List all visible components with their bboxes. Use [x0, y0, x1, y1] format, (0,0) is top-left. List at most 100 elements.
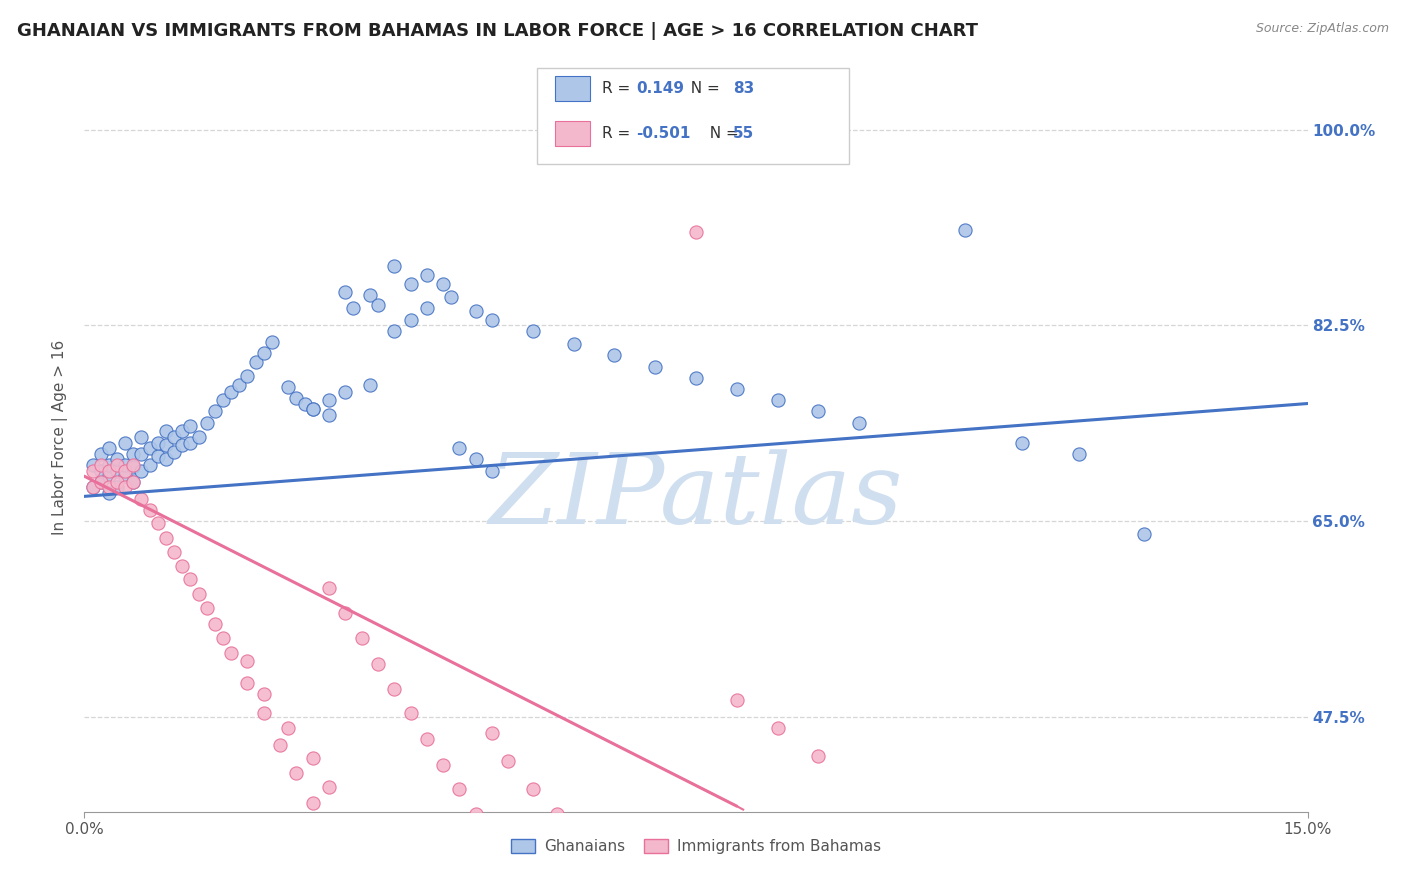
Point [253, 706, 276, 721]
Point [97, 458, 120, 472]
Point [562, 832, 585, 847]
Point [464, 807, 486, 822]
Point [122, 447, 145, 461]
Point [449, 442, 471, 456]
Point [146, 516, 169, 531]
Point [114, 480, 136, 494]
Point [90, 458, 112, 472]
Point [685, 226, 707, 240]
Point [416, 268, 439, 282]
Point [195, 416, 218, 430]
Point [155, 438, 177, 452]
Point [399, 312, 422, 326]
Point [848, 416, 870, 430]
Point [122, 458, 145, 472]
Point [212, 632, 235, 646]
Point [269, 738, 291, 752]
Point [766, 393, 789, 408]
Point [131, 464, 153, 478]
Point [1069, 447, 1091, 461]
Point [122, 460, 145, 475]
Point [382, 681, 405, 696]
Point [187, 430, 209, 444]
Point [146, 435, 169, 450]
Point [342, 301, 364, 316]
Point [318, 393, 340, 408]
Point [219, 385, 242, 400]
FancyBboxPatch shape [555, 121, 589, 146]
Point [97, 442, 120, 456]
Point [114, 469, 136, 483]
Point [82, 458, 104, 472]
Point [155, 452, 177, 467]
Point [97, 480, 120, 494]
Point [179, 572, 201, 586]
Y-axis label: In Labor Force | Age > 16: In Labor Force | Age > 16 [52, 340, 69, 534]
Point [766, 721, 789, 735]
Point [953, 223, 976, 237]
Point [367, 298, 389, 312]
Point [179, 418, 201, 433]
Point [335, 606, 357, 620]
Point [644, 359, 666, 374]
Point [260, 334, 283, 349]
Text: ZIPatlas: ZIPatlas [489, 450, 903, 545]
Point [204, 616, 226, 631]
Point [172, 425, 194, 439]
Point [219, 646, 242, 660]
Point [155, 425, 177, 439]
Point [603, 861, 626, 875]
Point [90, 475, 112, 489]
Point [195, 601, 218, 615]
Point [146, 449, 169, 463]
Point [253, 346, 276, 360]
Point [138, 442, 160, 456]
Point [204, 404, 226, 418]
Point [82, 464, 104, 478]
Point [131, 430, 153, 444]
Point [301, 751, 323, 765]
Point [464, 452, 486, 467]
Point [449, 782, 471, 797]
Point [481, 726, 503, 740]
Point [603, 348, 626, 362]
Point [82, 480, 104, 494]
Point [114, 435, 136, 450]
Point [172, 558, 194, 573]
Point [725, 382, 748, 396]
Point [131, 491, 153, 506]
Point [105, 464, 128, 478]
Point [335, 385, 357, 400]
Point [155, 531, 177, 545]
Point [367, 657, 389, 672]
Text: R =: R = [602, 81, 636, 96]
Point [277, 721, 299, 735]
Legend: Ghanaians, Immigrants from Bahamas: Ghanaians, Immigrants from Bahamas [505, 832, 887, 860]
Text: -0.501: -0.501 [636, 126, 690, 141]
Point [350, 632, 373, 646]
Point [318, 408, 340, 422]
Text: Source: ZipAtlas.com: Source: ZipAtlas.com [1256, 22, 1389, 36]
Point [285, 765, 308, 780]
Point [522, 324, 544, 338]
Point [97, 469, 120, 483]
Text: 0.149: 0.149 [636, 81, 685, 96]
Point [481, 312, 503, 326]
Point [236, 368, 259, 383]
Point [562, 337, 585, 351]
Text: 83: 83 [733, 81, 754, 96]
Point [163, 444, 186, 458]
Point [301, 402, 323, 417]
Point [807, 404, 830, 418]
Point [432, 277, 454, 291]
Text: N =: N = [682, 81, 725, 96]
Point [163, 430, 186, 444]
Point [382, 324, 405, 338]
Point [236, 676, 259, 690]
Point [301, 402, 323, 417]
Point [90, 475, 112, 489]
Point [318, 581, 340, 595]
FancyBboxPatch shape [555, 76, 589, 102]
Point [725, 693, 748, 707]
Point [187, 587, 209, 601]
